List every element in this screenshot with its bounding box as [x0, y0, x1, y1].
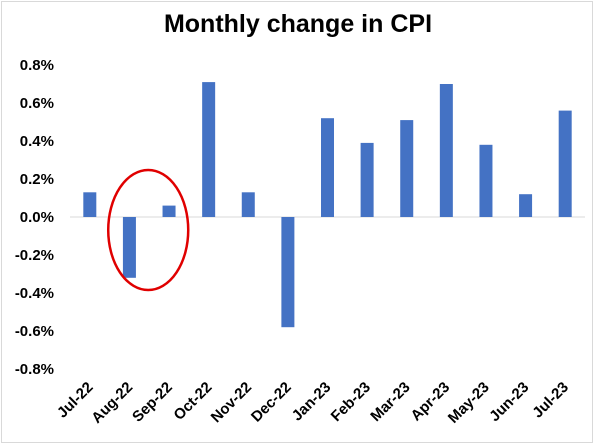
x-tick-label: May-23 — [445, 379, 493, 427]
x-tick-label: Aug-22 — [88, 379, 136, 427]
chart-title: Monthly change in CPI — [163, 10, 433, 38]
x-tick-label: Feb-23 — [328, 379, 374, 425]
x-tick-label: Dec-22 — [248, 379, 295, 426]
x-tick-label: Jan-23 — [289, 379, 335, 425]
bar-sep-22 — [162, 205, 176, 217]
y-tick-label: 0.0% — [20, 209, 54, 226]
x-tick-label: Nov-22 — [208, 379, 255, 426]
y-tick-label: -0.8% — [15, 361, 54, 378]
highlight-ellipse — [106, 168, 190, 292]
annotations — [106, 168, 190, 292]
x-tick-label: Mar-23 — [367, 379, 413, 425]
bar-aug-22 — [122, 217, 136, 278]
y-tick-label: -0.4% — [15, 285, 54, 302]
bar-jun-23 — [519, 194, 533, 217]
bar-jul-23 — [558, 110, 572, 217]
y-axis-ticks: 0.8% 0.6% 0.4% 0.2% 0.0% -0.2% -0.4% -0.6% -0.8% — [15, 57, 54, 378]
y-tick-label: 0.4% — [20, 133, 54, 150]
y-tick-label: -0.6% — [15, 323, 54, 340]
bar-apr-23 — [439, 84, 453, 217]
bar-jan-23 — [321, 118, 334, 217]
x-tick-label: Sep-22 — [129, 379, 176, 426]
bar-oct-22 — [202, 82, 216, 217]
x-tick-label: Jul-23 — [529, 379, 572, 422]
bar-may-23 — [479, 144, 493, 217]
bars — [83, 82, 572, 328]
bar-feb-23 — [360, 142, 374, 217]
x-tick-label: Oct-22 — [170, 379, 215, 424]
bar-dec-22 — [281, 217, 295, 328]
y-tick-label: -0.2% — [15, 247, 54, 264]
bar-mar-23 — [400, 120, 414, 217]
x-tick-label: Jun-23 — [486, 379, 532, 425]
y-tick-label: 0.8% — [20, 57, 54, 74]
y-tick-label: 0.6% — [20, 95, 54, 112]
bar-nov-22 — [241, 192, 255, 217]
y-tick-label: 0.2% — [20, 171, 54, 188]
bar-jul-22 — [83, 192, 97, 217]
x-axis-ticks: Jul-22Aug-22Sep-22Oct-22Nov-22Dec-22Jan-… — [54, 379, 572, 427]
